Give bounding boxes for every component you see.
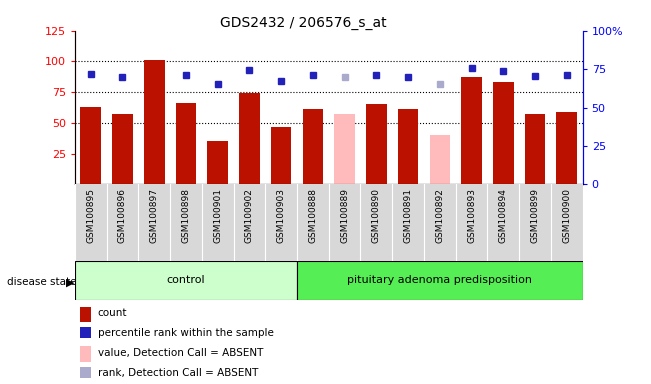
Text: GSM100899: GSM100899 xyxy=(531,188,540,243)
Bar xyxy=(176,103,196,184)
Text: GSM100896: GSM100896 xyxy=(118,188,127,243)
Text: GSM100888: GSM100888 xyxy=(309,188,318,243)
Bar xyxy=(493,82,514,184)
Text: GSM100889: GSM100889 xyxy=(340,188,349,243)
Bar xyxy=(239,93,260,184)
Text: GSM100898: GSM100898 xyxy=(182,188,191,243)
Text: GSM100903: GSM100903 xyxy=(277,188,286,243)
Text: value, Detection Call = ABSENT: value, Detection Call = ABSENT xyxy=(98,348,263,358)
Text: count: count xyxy=(98,308,127,318)
Text: disease state: disease state xyxy=(7,277,76,287)
Text: GSM100895: GSM100895 xyxy=(86,188,95,243)
Bar xyxy=(80,367,91,378)
Text: GSM100890: GSM100890 xyxy=(372,188,381,243)
Title: GDS2432 / 206576_s_at: GDS2432 / 206576_s_at xyxy=(220,16,387,30)
Bar xyxy=(80,327,91,338)
Text: GSM100897: GSM100897 xyxy=(150,188,159,243)
Text: rank, Detection Call = ABSENT: rank, Detection Call = ABSENT xyxy=(98,368,258,378)
Bar xyxy=(112,114,133,184)
Text: GSM100894: GSM100894 xyxy=(499,188,508,243)
Bar xyxy=(303,109,323,184)
Bar xyxy=(366,104,387,184)
Text: GSM100902: GSM100902 xyxy=(245,188,254,243)
Bar xyxy=(80,346,91,362)
Bar xyxy=(80,306,91,322)
Bar xyxy=(144,60,165,184)
Text: percentile rank within the sample: percentile rank within the sample xyxy=(98,328,273,338)
Text: GSM100892: GSM100892 xyxy=(436,188,445,243)
Text: GSM100900: GSM100900 xyxy=(562,188,572,243)
Bar xyxy=(398,109,419,184)
Text: control: control xyxy=(167,275,205,285)
Text: pituitary adenoma predisposition: pituitary adenoma predisposition xyxy=(348,275,533,285)
Bar xyxy=(335,114,355,184)
Text: GSM100901: GSM100901 xyxy=(213,188,222,243)
Bar xyxy=(208,141,228,184)
Bar xyxy=(430,135,450,184)
Bar xyxy=(462,78,482,184)
Text: GSM100893: GSM100893 xyxy=(467,188,476,243)
Text: ▶: ▶ xyxy=(66,277,75,287)
Bar xyxy=(557,112,577,184)
Text: GSM100891: GSM100891 xyxy=(404,188,413,243)
Bar xyxy=(75,261,297,300)
Bar xyxy=(525,114,546,184)
Bar xyxy=(81,107,101,184)
Bar xyxy=(271,127,292,184)
Bar xyxy=(297,261,583,300)
